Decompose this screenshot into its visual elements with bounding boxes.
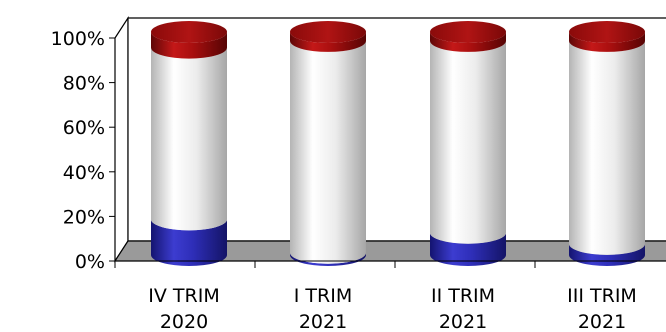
x-tick-label-line: II TRIM — [431, 285, 495, 307]
bar-stack — [151, 21, 227, 266]
x-tick-label-line: IV TRIM — [148, 285, 219, 307]
x-tick-label-line: III TRIM — [567, 285, 637, 307]
x-tick-label-line: 2021 — [439, 311, 487, 332]
x-tick-label: IV TRIM 2020 — [148, 285, 219, 332]
y-tick-label: 40% — [63, 162, 105, 184]
bar-stack — [430, 21, 506, 266]
bar-top-cap — [569, 21, 645, 43]
bar-top-cap — [290, 21, 366, 43]
bar-segment — [290, 41, 366, 264]
x-tick-label-line: I TRIM — [294, 285, 352, 307]
bar-segment — [430, 41, 506, 244]
y-tick-label: 0% — [75, 251, 105, 273]
y-axis: 0% 20% 40% 60% 80% 100% — [51, 28, 115, 273]
x-tick-label: III TRIM 2021 — [567, 285, 637, 332]
bar-top-cap — [151, 21, 227, 43]
side-wall — [115, 18, 128, 261]
bar-top-cap — [430, 21, 506, 43]
y-tick-label: 20% — [63, 206, 105, 228]
x-tick-label: II TRIM 2021 — [431, 285, 495, 332]
y-tick-label: 60% — [63, 117, 105, 139]
y-tick-label: 100% — [51, 28, 105, 50]
bar-segment — [569, 41, 645, 255]
x-tick-label: I TRIM 2021 — [294, 285, 352, 332]
bar-segment — [151, 48, 227, 231]
bar-stack — [290, 21, 366, 266]
x-tick-label-line: 2021 — [299, 311, 347, 332]
x-tick-label-line: 2021 — [578, 311, 626, 332]
y-tick-label: 80% — [63, 73, 105, 95]
bar-stack — [569, 21, 645, 266]
x-tick-label-line: 2020 — [160, 311, 208, 332]
